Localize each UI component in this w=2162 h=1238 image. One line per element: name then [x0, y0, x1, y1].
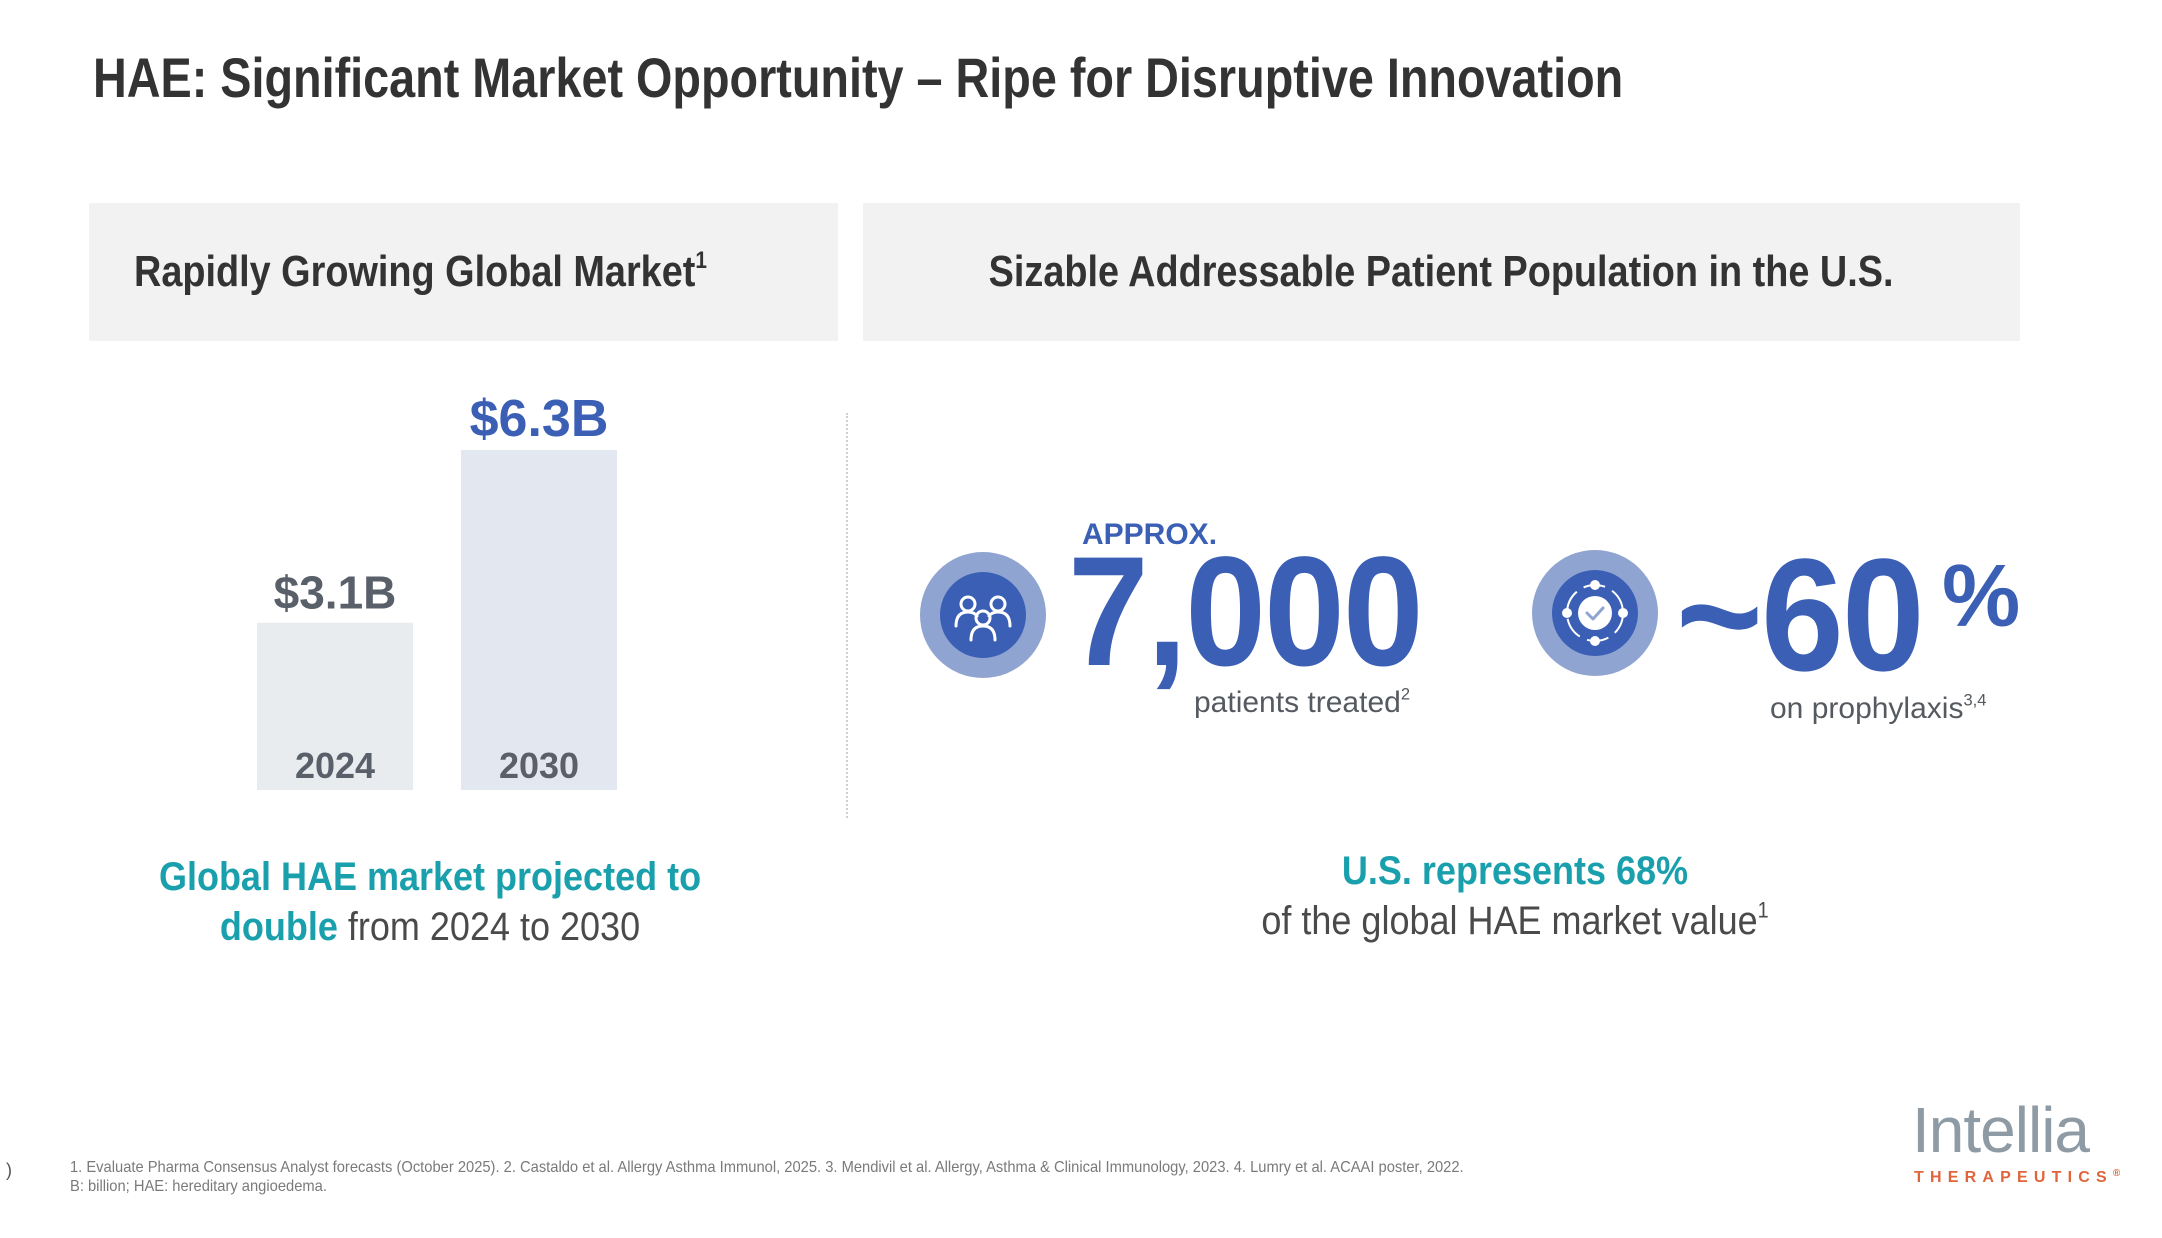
- left-caption: Global HAE market projected to double fr…: [124, 852, 736, 952]
- left-caption-highlight: Global HAE market projected to: [158, 855, 702, 899]
- logo-subtitle: THERAPEUTICS®: [1914, 1168, 2120, 1187]
- market-bar-chart: $3.1B 2024 $6.3B 2030: [257, 390, 617, 790]
- patients-label-text: patients treated: [1194, 686, 1401, 719]
- footnote-ref: 3,4: [1963, 691, 1987, 710]
- right-panel-header: Sizable Addressable Patient Population i…: [863, 203, 2020, 341]
- prophylaxis-percent: ~60: [1676, 525, 1925, 704]
- logo-wordmark: Intellia: [1912, 1094, 2090, 1166]
- panel-divider: [846, 413, 848, 818]
- left-caption-highlight-2: double: [219, 905, 338, 949]
- right-caption-highlight: U.S. represents 68%: [1341, 849, 1689, 893]
- right-caption: U.S. represents 68% of the global HAE ma…: [1187, 846, 1844, 946]
- people-group-icon: [920, 552, 1046, 678]
- footnotes: 1. Evaluate Pharma Consensus Analyst for…: [70, 1158, 1464, 1196]
- bar-value-label: $3.1B: [274, 567, 397, 619]
- cycle-check-icon: [1532, 550, 1658, 676]
- prophylaxis-label: on prophylaxis3,4: [1770, 692, 1986, 726]
- slide-title: HAE: Significant Market Opportunity – Ri…: [93, 46, 1624, 109]
- logo-subtitle-text: THERAPEUTICS: [1914, 1169, 2113, 1186]
- category-label: 2030: [499, 745, 579, 786]
- bar-2030: [461, 450, 617, 790]
- patients-label: patients treated2: [1194, 686, 1410, 720]
- right-panel-header-text: Sizable Addressable Patient Population i…: [989, 247, 1894, 296]
- footnote-line-1: 1. Evaluate Pharma Consensus Analyst for…: [70, 1159, 1464, 1176]
- company-logo: Intellia THERAPEUTICS®: [1912, 1098, 2152, 1188]
- footnote-ref: 2: [1400, 685, 1410, 704]
- footnote-ref: 1: [1757, 897, 1769, 923]
- percent-sign: %: [1942, 546, 2021, 645]
- bar-2024: [257, 622, 413, 790]
- right-caption-rest: of the global HAE market value: [1261, 899, 1758, 943]
- left-caption-rest: from 2024 to 2030: [337, 905, 641, 949]
- category-label: 2024: [295, 745, 375, 786]
- prophylaxis-label-text: on prophylaxis: [1770, 692, 1964, 725]
- approx-label: APPROX.: [1082, 518, 1218, 551]
- page-number: ): [6, 1160, 12, 1180]
- left-panel-header-text: Rapidly Growing Global Market1: [134, 247, 707, 297]
- left-panel-header: Rapidly Growing Global Market1: [89, 203, 838, 341]
- footnote-ref: 1: [695, 246, 707, 274]
- bar-value-label: $6.3B: [470, 390, 609, 448]
- footnote-line-2: B: billion; HAE: hereditary angioedema.: [70, 1178, 327, 1195]
- patients-count: 7,000: [1068, 525, 1424, 699]
- bars-layer: $3.1B 2024 $6.3B 2030: [257, 390, 617, 790]
- left-panel-header-label: Rapidly Growing Global Market: [134, 247, 696, 296]
- registered-mark: ®: [2112, 1168, 2121, 1179]
